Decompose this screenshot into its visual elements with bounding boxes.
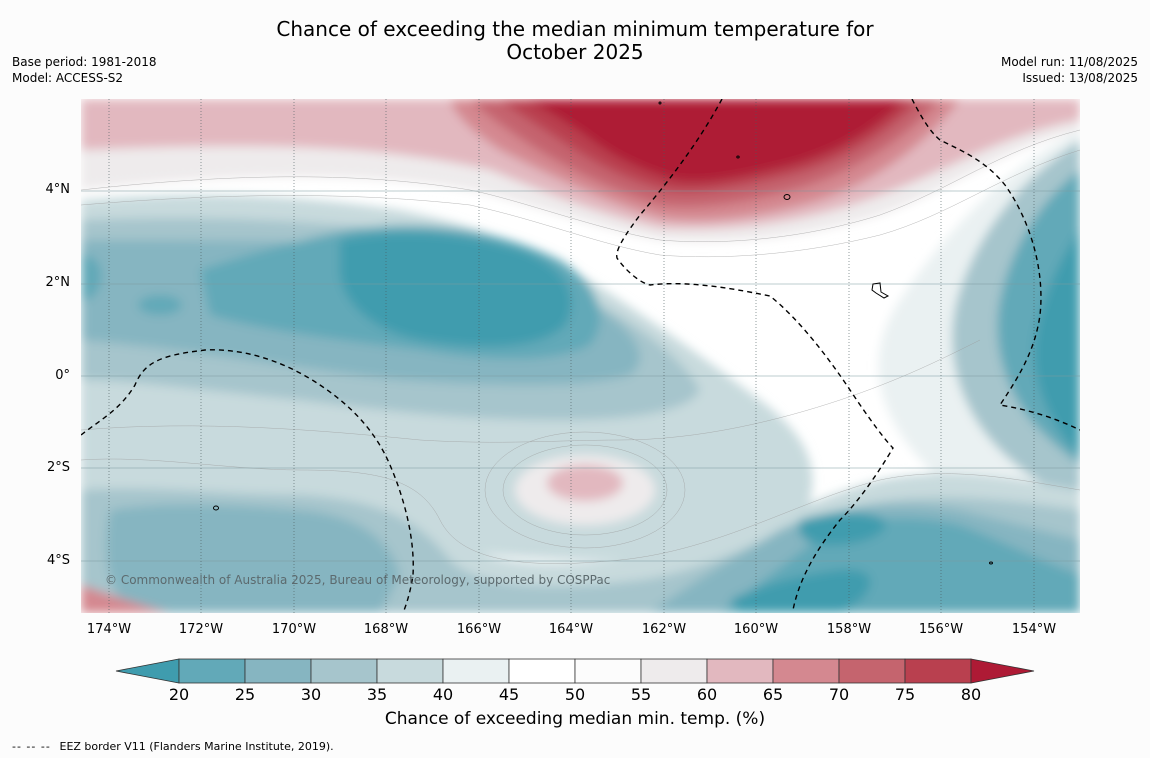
colorbar-bin-8 [640,658,708,684]
map-title: Chance of exceeding the median minimum t… [0,18,1150,64]
probability-field: © Commonwealth of Australia 2025, Bureau… [81,99,1080,613]
contour-6 [484,431,686,549]
colorbar-over [970,658,1035,684]
colorbar-tick-30: 30 [300,685,322,704]
colorbar-under [115,658,180,684]
cool-patch-west [81,255,102,300]
colorbar-tick-75: 75 [894,685,916,704]
eez-border-east [911,99,1080,431]
eez-legend: -- -- -- EEZ border V11 (Flanders Marine… [12,740,334,753]
base-period: Base period: 1981-2018 [12,55,157,69]
colorbar-bin-2 [244,658,312,684]
colorbar-tick-40: 40 [432,685,454,704]
lon-label-170w: 170°W [271,622,317,637]
eez-border-central [616,99,894,611]
islands [213,101,993,565]
colorbar-tick-70: 70 [828,685,850,704]
colorbar-tick-35: 35 [366,685,388,704]
title-line-2: October 2025 [506,40,644,64]
colorbar-bin-11 [838,658,906,684]
colorbar-tick-25: 25 [234,685,256,704]
graticule [81,190,1080,562]
colorbar-tick-80: 80 [960,685,982,704]
warm-corner-sw [81,585,170,613]
eez-border-west [81,349,414,613]
warm-patch-nw [100,111,150,139]
lon-label-160w: 160°W [733,622,779,637]
colorbar-bin-10 [772,658,840,684]
contour-4 [81,339,981,443]
cool-patch-se [798,512,886,545]
lon-label-166w: 166°W [456,622,502,637]
lat-label-4n: 4°N [45,182,71,197]
contour-3 [81,458,1080,564]
colorbar-bin-9 [706,658,774,684]
title-line-1: Chance of exceeding the median minimum t… [276,17,874,41]
colorbar-bin-1 [178,658,246,684]
colorbar-tick-55: 55 [630,685,652,704]
island-3 [213,505,219,511]
island-2 [871,282,890,299]
colorbar-tick-60: 60 [696,685,718,704]
lon-label-172w: 172°W [178,622,224,637]
lat-label-2n: 2°N [45,275,71,290]
copyright-text: © Commonwealth of Australia 2025, Bureau… [105,573,610,587]
colorbar-tick-65: 65 [762,685,784,704]
colorbar-bin-12 [904,658,972,684]
contour-lines [81,129,1080,564]
model-run-date: Model run: 11/08/2025 [1000,55,1138,69]
island-6 [989,561,993,565]
lon-label-174w: 174°W [86,622,132,637]
lon-label-168w: 168°W [363,622,409,637]
eez-borders [81,99,1080,613]
contour-1 [81,129,1080,242]
colorbar-bin-6 [508,658,576,684]
lon-label-162w: 162°W [641,622,687,637]
eez-legend-text: EEZ border V11 (Flanders Marine Institut… [59,740,334,753]
colorbar-tick-20: 20 [168,685,190,704]
lon-label-154w: 154°W [1011,622,1057,637]
warm-core-80 [525,99,905,182]
colorbar-bin-3 [310,658,378,684]
lat-label-2s: 2°S [46,460,70,475]
contour-5 [502,444,668,536]
issued-date: Issued: 13/08/2025 [1022,71,1138,85]
south-band-30-west [106,504,400,613]
colorbar-tick-45: 45 [498,685,520,704]
lon-label-164w: 164°W [548,622,594,637]
model-info: Base period: 1981-2018 Model: ACCESS-S2 [12,54,157,86]
contour-2 [81,149,1080,258]
cool-core-20 [340,233,572,347]
lon-label-158w: 158°W [826,622,872,637]
colorbar-label: Chance of exceeding median min. temp. (%… [384,709,766,729]
lat-label-4s: 4°S [46,553,70,568]
colorbar-tick-50: 50 [564,685,586,704]
south-core-20 [730,569,871,613]
east-core-20 [1034,230,1080,455]
colorbar [115,658,1035,684]
model-name: Model: ACCESS-S2 [12,71,124,85]
lat-label-0: 0° [55,368,70,383]
colorbar-bin-7 [574,658,642,684]
island-5 [658,101,662,105]
cool-patch-sw [138,295,182,315]
island-1 [783,194,791,200]
warm-island-60 [547,465,623,501]
lon-label-156w: 156°W [918,622,964,637]
island-4 [736,155,740,159]
eez-legend-symbol: -- -- -- [12,740,51,753]
run-info: Model run: 11/08/2025 Issued: 13/08/2025 [1001,54,1138,86]
colorbar-bin-5 [442,658,510,684]
colorbar-bin-4 [376,658,444,684]
